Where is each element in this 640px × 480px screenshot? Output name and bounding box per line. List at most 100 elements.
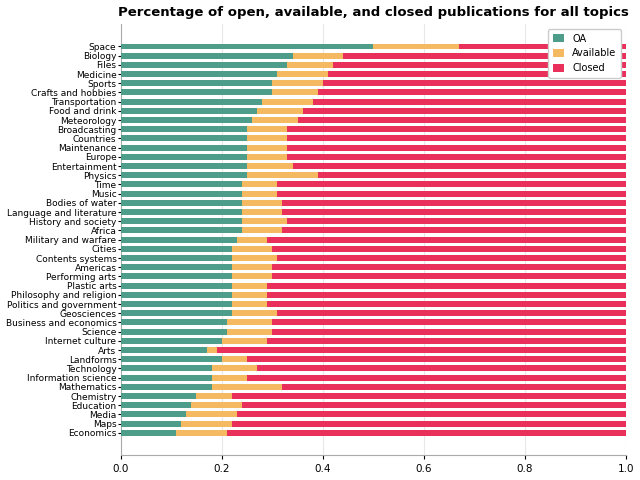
Bar	[272, 80, 323, 86]
Bar	[282, 200, 626, 206]
Bar	[373, 44, 460, 49]
Bar	[120, 154, 247, 160]
Bar	[242, 228, 282, 233]
Bar	[232, 393, 626, 399]
Bar	[120, 264, 232, 270]
Bar	[272, 274, 626, 279]
Bar	[232, 292, 268, 298]
Bar	[252, 117, 298, 123]
Bar	[120, 338, 221, 344]
Bar	[120, 374, 212, 381]
Bar	[247, 356, 626, 362]
Bar	[237, 411, 626, 418]
Bar	[120, 53, 292, 59]
Bar	[120, 255, 232, 261]
Bar	[120, 89, 272, 96]
Bar	[120, 71, 277, 77]
Bar	[343, 53, 626, 59]
Bar	[196, 393, 232, 399]
Bar	[232, 283, 268, 288]
Bar	[120, 181, 242, 188]
Bar	[282, 209, 626, 215]
Bar	[120, 347, 207, 353]
Bar	[227, 320, 272, 325]
Bar	[313, 99, 626, 105]
Bar	[120, 356, 221, 362]
Bar	[247, 144, 287, 151]
Bar	[247, 163, 292, 169]
Bar	[287, 126, 626, 132]
Bar	[186, 411, 237, 418]
Bar	[460, 44, 626, 49]
Bar	[272, 89, 318, 96]
Bar	[120, 200, 242, 206]
Bar	[242, 402, 626, 408]
Bar	[282, 228, 626, 233]
Bar	[120, 237, 237, 243]
Bar	[120, 172, 247, 178]
Bar	[242, 200, 282, 206]
Bar	[120, 44, 373, 49]
Bar	[277, 310, 626, 316]
Bar	[217, 347, 626, 353]
Bar	[176, 430, 227, 436]
Bar	[120, 274, 232, 279]
Bar	[120, 228, 242, 233]
Bar	[247, 374, 626, 381]
Bar	[120, 108, 257, 114]
Bar	[318, 89, 626, 96]
Bar	[120, 99, 262, 105]
Bar	[247, 172, 318, 178]
Bar	[328, 71, 626, 77]
Bar	[247, 135, 287, 142]
Bar	[227, 430, 626, 436]
Bar	[120, 329, 227, 335]
Bar	[268, 283, 626, 288]
Bar	[232, 310, 277, 316]
Title: Percentage of open, available, and closed publications for all topics: Percentage of open, available, and close…	[118, 6, 629, 19]
Bar	[120, 246, 232, 252]
Bar	[287, 135, 626, 142]
Bar	[232, 246, 272, 252]
Bar	[212, 374, 247, 381]
Bar	[287, 154, 626, 160]
Bar	[120, 384, 212, 390]
Bar	[120, 301, 232, 307]
Bar	[120, 283, 232, 288]
Bar	[287, 144, 626, 151]
Bar	[120, 320, 227, 325]
Bar	[120, 420, 181, 427]
Bar	[268, 237, 626, 243]
Bar	[120, 62, 287, 68]
Bar	[268, 338, 626, 344]
Bar	[221, 338, 268, 344]
Bar	[292, 53, 343, 59]
Bar	[272, 246, 626, 252]
Bar	[298, 117, 626, 123]
Bar	[120, 365, 212, 372]
Bar	[277, 191, 626, 197]
Bar	[272, 264, 626, 270]
Bar	[120, 402, 191, 408]
Bar	[287, 62, 333, 68]
Bar	[242, 181, 277, 188]
Bar	[120, 411, 186, 418]
Bar	[287, 218, 626, 224]
Bar	[120, 80, 272, 86]
Bar	[120, 393, 196, 399]
Bar	[257, 108, 303, 114]
Bar	[262, 99, 313, 105]
Bar	[272, 329, 626, 335]
Bar	[120, 310, 232, 316]
Bar	[237, 237, 268, 243]
Bar	[120, 163, 247, 169]
Legend: OA, Available, Closed: OA, Available, Closed	[548, 29, 621, 78]
Bar	[242, 191, 277, 197]
Bar	[120, 135, 247, 142]
Bar	[323, 80, 626, 86]
Bar	[120, 218, 242, 224]
Bar	[232, 274, 272, 279]
Bar	[120, 191, 242, 197]
Bar	[272, 320, 626, 325]
Bar	[232, 264, 272, 270]
